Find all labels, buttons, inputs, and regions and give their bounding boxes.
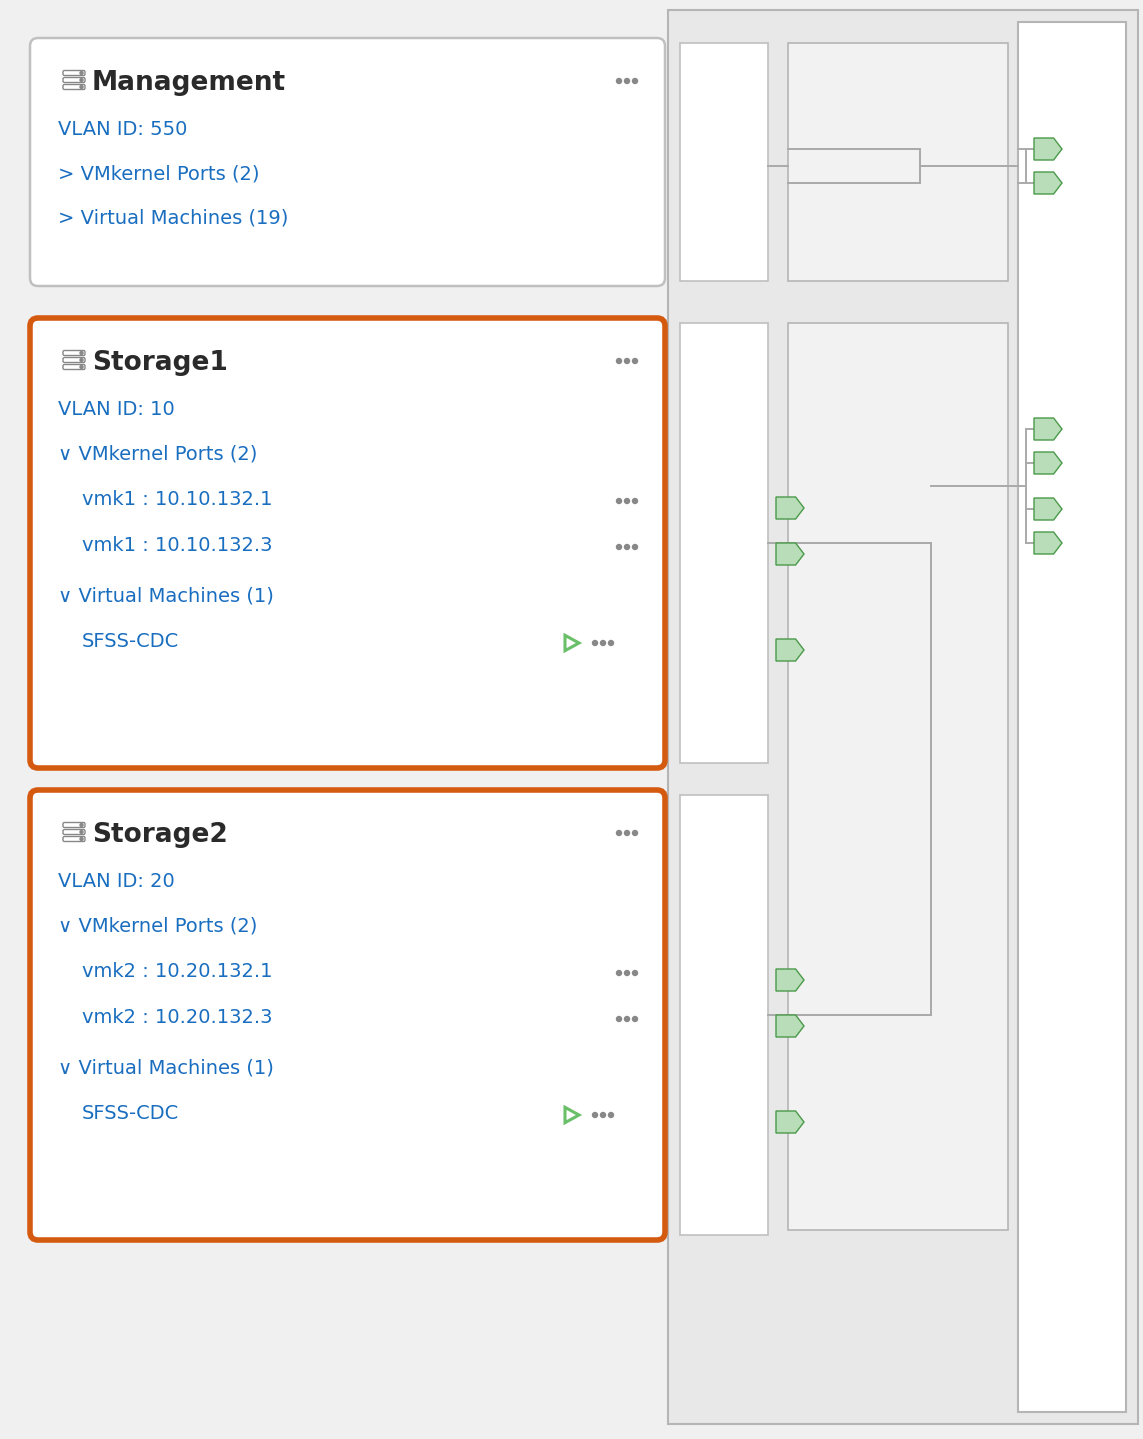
Circle shape — [80, 837, 83, 840]
Bar — [1018, 22, 1126, 1412]
Circle shape — [600, 1112, 606, 1118]
Circle shape — [80, 830, 83, 833]
Text: > Virtual Machines (19): > Virtual Machines (19) — [58, 209, 288, 227]
Circle shape — [616, 970, 622, 976]
Polygon shape — [1034, 452, 1062, 473]
Circle shape — [624, 358, 630, 364]
Polygon shape — [776, 639, 804, 661]
Text: SFSS-CDC: SFSS-CDC — [82, 1104, 179, 1122]
Circle shape — [608, 640, 614, 646]
Polygon shape — [1034, 532, 1062, 554]
Circle shape — [624, 830, 630, 836]
Polygon shape — [1034, 498, 1062, 519]
FancyBboxPatch shape — [30, 37, 665, 286]
Circle shape — [80, 823, 83, 826]
Circle shape — [592, 1112, 598, 1118]
Circle shape — [80, 85, 83, 89]
Circle shape — [632, 970, 638, 976]
Text: Storage2: Storage2 — [91, 822, 227, 848]
Bar — [788, 322, 1008, 1230]
Bar — [680, 322, 768, 763]
Text: Storage1: Storage1 — [91, 350, 227, 376]
Text: vmk2 : 10.20.132.3: vmk2 : 10.20.132.3 — [82, 1007, 272, 1027]
Polygon shape — [1034, 138, 1062, 160]
Circle shape — [80, 366, 83, 368]
Circle shape — [616, 358, 622, 364]
Text: vmk1 : 10.10.132.3: vmk1 : 10.10.132.3 — [82, 535, 272, 555]
Text: VLAN ID: 20: VLAN ID: 20 — [58, 872, 175, 891]
Circle shape — [616, 544, 622, 550]
Polygon shape — [776, 968, 804, 991]
Polygon shape — [1034, 173, 1062, 194]
Circle shape — [608, 1112, 614, 1118]
Text: SFSS-CDC: SFSS-CDC — [82, 632, 179, 650]
Bar — [668, 10, 1138, 1425]
Text: vmk2 : 10.20.132.1: vmk2 : 10.20.132.1 — [82, 963, 272, 981]
Circle shape — [632, 79, 638, 83]
Circle shape — [624, 544, 630, 550]
Text: VLAN ID: 10: VLAN ID: 10 — [58, 400, 175, 419]
Circle shape — [600, 640, 606, 646]
Text: ∨ VMkernel Ports (2): ∨ VMkernel Ports (2) — [58, 445, 257, 463]
Circle shape — [632, 544, 638, 550]
Circle shape — [624, 79, 630, 83]
Polygon shape — [776, 1111, 804, 1132]
Circle shape — [616, 79, 622, 83]
Text: Management: Management — [91, 71, 286, 96]
FancyBboxPatch shape — [30, 790, 665, 1240]
Circle shape — [80, 79, 83, 82]
Circle shape — [632, 830, 638, 836]
Bar — [680, 794, 768, 1235]
Circle shape — [80, 351, 83, 354]
Circle shape — [616, 830, 622, 836]
Circle shape — [616, 498, 622, 504]
Circle shape — [592, 640, 598, 646]
Circle shape — [632, 358, 638, 364]
Text: ∨ Virtual Machines (1): ∨ Virtual Machines (1) — [58, 586, 274, 604]
Text: vmk1 : 10.10.132.1: vmk1 : 10.10.132.1 — [82, 491, 272, 509]
Polygon shape — [776, 496, 804, 519]
Circle shape — [80, 358, 83, 361]
Bar — [680, 43, 768, 281]
Text: > VMkernel Ports (2): > VMkernel Ports (2) — [58, 164, 259, 183]
Polygon shape — [1034, 417, 1062, 440]
Circle shape — [632, 1016, 638, 1022]
Circle shape — [624, 498, 630, 504]
Circle shape — [80, 72, 83, 75]
Text: VLAN ID: 550: VLAN ID: 550 — [58, 119, 187, 140]
Polygon shape — [776, 1014, 804, 1038]
FancyBboxPatch shape — [30, 318, 665, 768]
Text: ∨ VMkernel Ports (2): ∨ VMkernel Ports (2) — [58, 917, 257, 935]
Circle shape — [624, 1016, 630, 1022]
Polygon shape — [776, 543, 804, 566]
Bar — [788, 43, 1008, 281]
Circle shape — [616, 1016, 622, 1022]
Circle shape — [632, 498, 638, 504]
Text: ∨ Virtual Machines (1): ∨ Virtual Machines (1) — [58, 1058, 274, 1076]
Circle shape — [624, 970, 630, 976]
